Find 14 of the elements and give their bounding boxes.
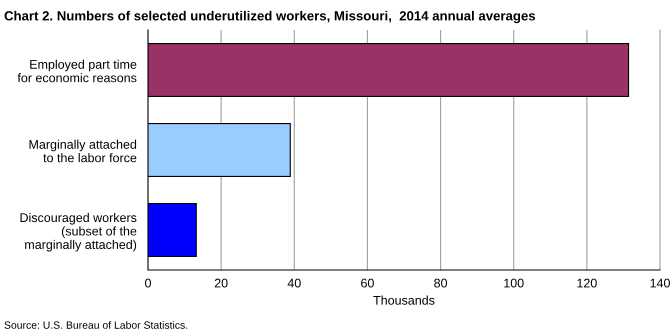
source-note: Source: U.S. Bureau of Labor Statistics. [4, 321, 188, 329]
x-tick-label: 20 [214, 278, 228, 288]
y-tick-label: Marginally attached to the labor force [30, 140, 136, 162]
chart-title: Chart 2. Numbers of selected underutilized workers, Missouri, 2014 annual averages [4, 10, 536, 24]
x-tick-label: 80 [434, 278, 448, 288]
x-tick-label: 120 [577, 278, 597, 288]
x-tick-label: 100 [504, 278, 524, 288]
y-tick-label: Employed part time for economic reasons [18, 60, 136, 82]
x-tick-label: 40 [288, 278, 301, 288]
x-tick-label: 0 [145, 278, 151, 288]
x-tick-label: 140 [650, 278, 670, 288]
x-tick-label: 60 [361, 278, 374, 288]
x-axis-title: Thousands [373, 296, 434, 305]
y-tick-label: Discouraged workers (subset of the marginally attached) [20, 212, 136, 252]
